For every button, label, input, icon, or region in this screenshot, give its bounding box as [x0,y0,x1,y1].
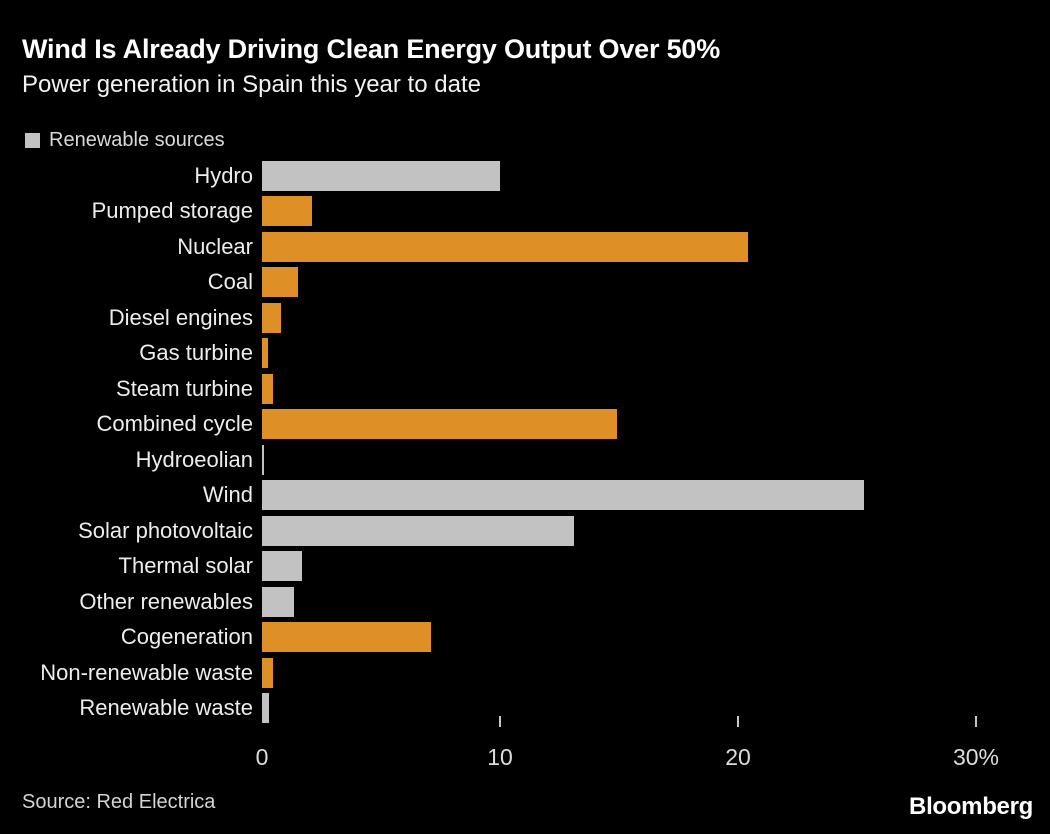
bar-track [262,373,1050,404]
bar-track [262,160,1050,191]
legend-label: Renewable sources [49,129,225,151]
bar-chart: Hydro Pumped storage Nuclear Coal Diesel eng… [0,158,1050,808]
bar [262,373,273,404]
bar [262,480,865,511]
category-label: Coal [207,269,253,295]
category-label: Nuclear [177,233,253,259]
tick-label: 30% [952,744,1000,770]
bar-row: Non-renewable waste [0,655,1050,691]
tick-mark [737,716,739,727]
x-axis-tick-marks [262,716,1050,729]
bar-row: Solar photovoltaic [0,513,1050,549]
bar-row: Nuclear [0,229,1050,265]
bar-track [262,267,1050,298]
bar [262,657,273,688]
category-label: Cogeneration [120,624,253,650]
bar-track [262,231,1050,262]
bar [262,444,265,475]
bar-track [262,586,1050,617]
chart-subtitle: Power generation in Spain this year to d… [22,71,481,98]
bar-row: Gas turbine [0,336,1050,372]
bar [262,338,268,369]
bar-track [262,657,1050,688]
chart-title: Wind Is Already Driving Clean Energy Out… [22,34,721,64]
bar-row: Other renewables [0,584,1050,620]
bar [262,231,748,262]
bar [262,515,574,546]
category-label: Hydro [194,162,253,188]
bar-track [262,444,1050,475]
bar [262,409,617,440]
bar [262,267,298,298]
category-label: Non-renewable waste [40,659,253,685]
legend-swatch-renewable [25,133,40,148]
bar-track [262,551,1050,582]
bar-row: Coal [0,265,1050,301]
bar-row: Combined cycle [0,407,1050,443]
tick-label: 0 [255,744,269,770]
category-label: Pumped storage [91,198,253,224]
bar-track [262,409,1050,440]
category-label: Solar photovoltaic [78,517,253,543]
bar [262,693,270,724]
bar [262,160,500,191]
category-label: Steam turbine [116,375,253,401]
category-label: Other renewables [79,588,253,614]
bar-row: Cogeneration [0,620,1050,656]
bar-row: Thermal solar [0,549,1050,585]
bar-track [262,622,1050,653]
bar-row: Diesel engines [0,300,1050,336]
bar [262,586,295,617]
bar-track [262,338,1050,369]
bar-track [262,515,1050,546]
bar-row: Hydro [0,158,1050,194]
source-note: Source: Red Electrica [22,791,216,813]
x-axis-tick-labels: 0 10 20 30% [256,744,1050,774]
bar [262,551,303,582]
bar-track [262,480,1050,511]
category-label: Gas turbine [139,340,253,366]
bar-track [262,693,1050,724]
bar-row: Renewable waste [0,691,1050,727]
tick-mark [975,716,977,727]
bar-track [262,196,1050,227]
category-label: Renewable waste [79,695,253,721]
category-label: Diesel engines [108,304,253,330]
category-label: Combined cycle [96,411,253,437]
bar-row: Wind [0,478,1050,514]
bar-row: Pumped storage [0,194,1050,230]
bar-row: Steam turbine [0,371,1050,407]
bar-row: Hydroeolian [0,442,1050,478]
bloomberg-logo: Bloomberg [909,793,1033,820]
bar-rows: Hydro Pumped storage Nuclear Coal Diesel eng… [0,158,1050,726]
bar [262,622,431,653]
category-label: Thermal solar [118,553,253,579]
category-label: Hydroeolian [135,446,253,472]
legend: Renewable sources [25,129,225,152]
bar [262,196,312,227]
tick-label: 10 [487,744,513,770]
bar-track [262,302,1050,333]
tick-mark [499,716,501,727]
tick-label: 20 [725,744,751,770]
category-label: Wind [202,482,253,508]
bar [262,302,282,333]
